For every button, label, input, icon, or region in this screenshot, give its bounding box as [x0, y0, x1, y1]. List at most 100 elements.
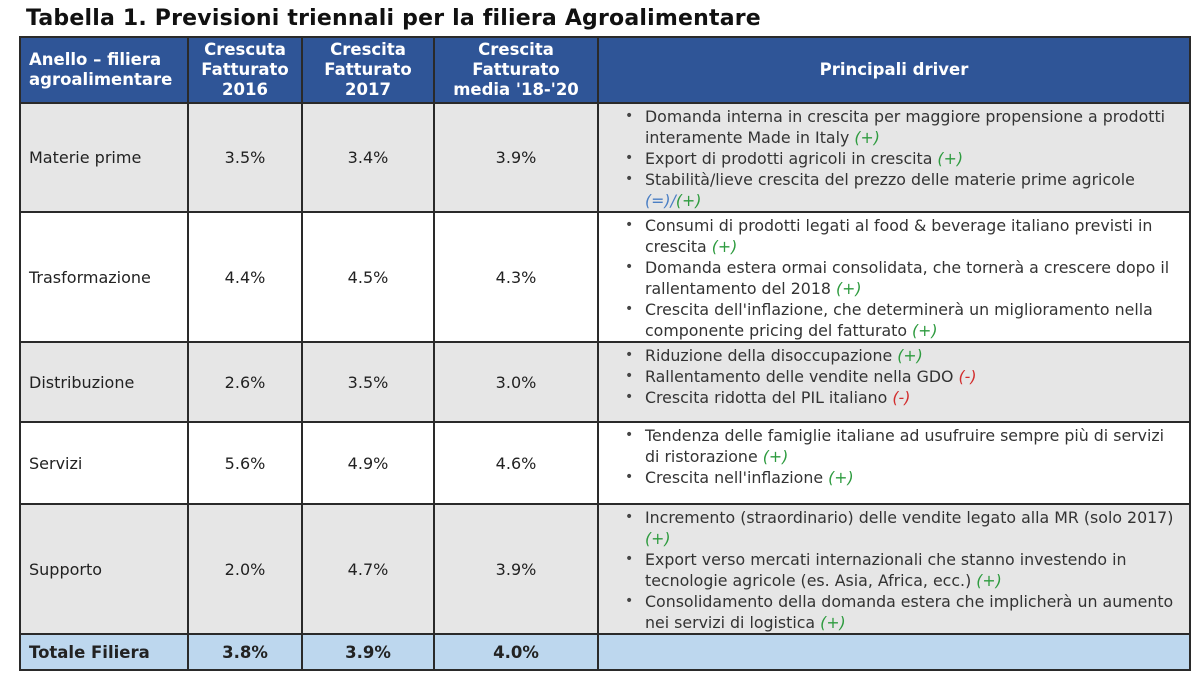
header-anello-line-2: agroalimentare [29, 70, 173, 89]
bullet-icon: • [625, 347, 634, 363]
anello-cell: Trasformazione [19, 211, 189, 343]
bullet-icon: • [625, 259, 634, 275]
driver-item: • Stabilità/lieve crescita del prezzo del… [625, 169, 1183, 211]
header-drivers: Principali driver [597, 36, 1191, 104]
impact-tag: (+) [937, 149, 963, 168]
header-media-line-2: Fatturato [472, 60, 560, 79]
impact-tag: (+) [711, 237, 738, 256]
crescita-2016-cell: 3.5% [187, 102, 303, 213]
table-row: Trasformazione 4.4% 4.5% 4.3% • Consumi di pr… [19, 211, 1191, 343]
impact-tag: (+) [854, 128, 880, 147]
driver-item: • Export di prodotti agricoli in crescita… [625, 148, 1183, 169]
crescita-2016-cell: 4.4% [187, 211, 303, 343]
total-2017: 3.9% [301, 633, 435, 671]
driver-text: Tendenza delle famiglie italiane ad usuf… [645, 426, 1165, 466]
driver-text: Crescita nell'inflazione [645, 468, 824, 487]
anello-cell: Servizi [19, 421, 189, 505]
header-2016-line-3: 2016 [222, 80, 268, 99]
anello-cell: Distribuzione [19, 341, 189, 423]
crescita-2017-cell: 3.5% [301, 341, 435, 423]
header-row: Anello – filiera agroalimentare Crescuta… [19, 36, 1191, 104]
table-body: Materie prime 3.5% 3.4% 3.9% • Domanda intern… [19, 102, 1191, 671]
crescita-2017-cell: 3.4% [301, 102, 435, 213]
driver-item: • Crescita nell'inflazione (+) [625, 467, 1183, 488]
table-row: Materie prime 3.5% 3.4% 3.9% • Domanda intern… [19, 102, 1191, 213]
driver-text: Domanda interna in crescita per maggiore… [645, 107, 1166, 147]
total-drivers-cell [597, 633, 1191, 671]
header-anello-line-1: Anello – filiera [29, 50, 162, 69]
crescita-media-cell: 3.0% [433, 341, 599, 423]
drivers-list: • Tendenza delle famiglie italiane ad usu… [599, 423, 1189, 488]
impact-tag: (+) [645, 529, 671, 548]
crescita-media-cell: 4.3% [433, 211, 599, 343]
header-2016-line-1: Crescuta [204, 40, 286, 59]
driver-item: • Domanda estera ormai consolidata, che t… [625, 257, 1183, 299]
header-media-line-1: Crescita [478, 40, 554, 59]
driver-text: Rallentamento delle vendite nella GDO [645, 367, 954, 386]
crescita-2017-cell: 4.7% [301, 503, 435, 635]
table-row: Servizi 5.6% 4.9% 4.6% • Tendenza delle famig… [19, 421, 1191, 505]
driver-text: Consumi di prodotti legati al food & bev… [645, 216, 1153, 256]
header-crescita-2016: Crescuta Fatturato 2016 [187, 36, 303, 104]
driver-text: Stabilità/lieve crescita del prezzo dell… [645, 170, 1135, 189]
drivers-cell: • Incremento (straordinario) delle vendit… [597, 503, 1191, 635]
crescita-2017-cell: 4.5% [301, 211, 435, 343]
bullet-icon: • [625, 171, 634, 187]
total-row: Totale Filiera 3.8% 3.9% 4.0% [19, 633, 1191, 671]
header-2017-line-3: 2017 [345, 80, 391, 99]
impact-tag: (+) [828, 468, 854, 487]
crescita-media-cell: 4.6% [433, 421, 599, 505]
bullet-icon: • [625, 469, 634, 485]
total-media: 4.0% [433, 633, 599, 671]
table-title: Tabella 1. Previsioni triennali per la f… [26, 6, 761, 31]
impact-tag: (+) [820, 613, 846, 632]
driver-item: • Export verso mercati internazionali che… [625, 549, 1183, 591]
driver-item: • Tendenza delle famiglie italiane ad usu… [625, 425, 1183, 467]
bullet-icon: • [625, 551, 634, 567]
driver-text: Export di prodotti agricoli in crescita [645, 149, 933, 168]
drivers-list: • Riduzione della disoccupazione (+) • Rall… [599, 343, 1189, 408]
crescita-2017-cell: 4.9% [301, 421, 435, 505]
driver-text: Export verso mercati internazionali che … [645, 550, 1127, 590]
impact-tag: (+) [976, 571, 1002, 590]
drivers-cell: • Tendenza delle famiglie italiane ad usu… [597, 421, 1191, 505]
drivers-cell: • Domanda interna in crescita per maggior… [597, 102, 1191, 213]
bullet-icon: • [625, 389, 634, 405]
drivers-list: • Incremento (straordinario) delle vendit… [599, 505, 1189, 633]
anello-cell: Supporto [19, 503, 189, 635]
impact-tag: (-) [892, 388, 911, 407]
bullet-icon: • [625, 217, 634, 233]
driver-item: • Incremento (straordinario) delle vendit… [625, 507, 1183, 549]
impact-tag: (+) [675, 191, 702, 210]
bullet-icon: • [625, 593, 634, 609]
drivers-list: • Consumi di prodotti legati al food & be… [599, 213, 1189, 341]
table-row: Distribuzione 2.6% 3.5% 3.0% • Riduzione dell… [19, 341, 1191, 423]
impact-tag: (+) [835, 279, 862, 298]
header-media-line-3: media '18-'20 [453, 80, 579, 99]
header-2016-line-2: Fatturato [201, 60, 289, 79]
crescita-2016-cell: 5.6% [187, 421, 303, 505]
driver-text: Domanda estera ormai consolidata, che to… [645, 258, 1170, 298]
crescita-media-cell: 3.9% [433, 503, 599, 635]
driver-text: Crescita ridotta del PIL italiano [645, 388, 888, 407]
header-crescita-media: Crescita Fatturato media '18-'20 [433, 36, 599, 104]
driver-item: • Rallentamento delle vendite nella GDO (… [625, 366, 1183, 387]
drivers-cell: • Riduzione della disoccupazione (+) • Rall… [597, 341, 1191, 423]
header-2017-line-2: Fatturato [324, 60, 412, 79]
crescita-2016-cell: 2.6% [187, 341, 303, 423]
table-row: Supporto 2.0% 4.7% 3.9% • Incremento (straord… [19, 503, 1191, 635]
drivers-cell: • Consumi di prodotti legati al food & be… [597, 211, 1191, 343]
forecast-table: Anello – filiera agroalimentare Crescuta… [19, 36, 1191, 671]
driver-item: • Crescita dell'inflazione, che determine… [625, 299, 1183, 341]
crescita-media-cell: 3.9% [433, 102, 599, 213]
header-anello: Anello – filiera agroalimentare [19, 36, 189, 104]
driver-item: • Riduzione della disoccupazione (+) [625, 345, 1183, 366]
drivers-list: • Domanda interna in crescita per maggior… [599, 104, 1189, 211]
bullet-icon: • [625, 509, 634, 525]
driver-item: • Domanda interna in crescita per maggior… [625, 106, 1183, 148]
impact-tag: (+) [912, 321, 938, 340]
driver-text: Riduzione della disoccupazione [645, 346, 893, 365]
driver-item: • Crescita ridotta del PIL italiano (-) [625, 387, 1183, 408]
bullet-icon: • [625, 427, 634, 443]
driver-text: Consolidamento della domanda estera che … [645, 592, 1174, 632]
